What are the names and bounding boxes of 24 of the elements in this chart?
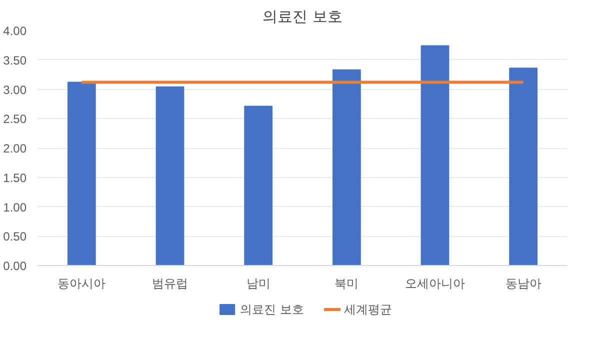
bar bbox=[156, 86, 184, 266]
bar bbox=[420, 45, 450, 266]
x-tick-label: 동남아 bbox=[505, 276, 542, 290]
bar bbox=[509, 68, 538, 266]
x-tick-label: 남미 bbox=[246, 276, 270, 290]
y-tick-label: 0.00 bbox=[3, 259, 27, 273]
y-tick-label: 2.00 bbox=[3, 142, 27, 156]
bar bbox=[67, 82, 96, 266]
x-tick-label: 동아시아 bbox=[58, 276, 106, 290]
y-tick-label: 3.50 bbox=[3, 53, 27, 68]
y-tick-label: 1.50 bbox=[3, 170, 27, 185]
legend-label: 의료진 보호 bbox=[240, 302, 304, 316]
y-tick-label: 2.50 bbox=[3, 112, 27, 126]
y-tick-label: 1.00 bbox=[3, 200, 27, 214]
y-tick-label: 4.00 bbox=[3, 24, 27, 38]
y-tick-label: 0.50 bbox=[3, 230, 27, 244]
y-tick-label: 3.00 bbox=[3, 82, 27, 97]
x-tick-label: 오세아니아 bbox=[405, 276, 465, 290]
bar bbox=[332, 69, 361, 266]
legend-label: 세계평균 bbox=[344, 302, 392, 316]
chart-title: 의료진 보호 bbox=[262, 8, 342, 26]
x-tick-label: 북미 bbox=[334, 276, 359, 290]
bar bbox=[244, 106, 273, 266]
x-tick-label: 범유럽 bbox=[152, 276, 188, 290]
